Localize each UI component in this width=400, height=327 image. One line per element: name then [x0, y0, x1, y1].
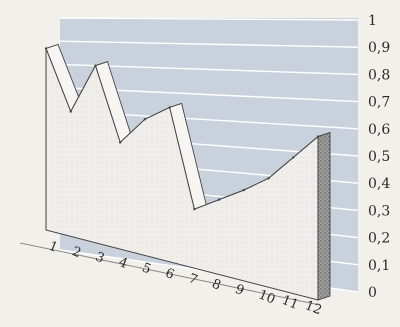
y-tick-label: 0,2 [368, 231, 390, 247]
y-tick-label: 0,6 [368, 122, 390, 138]
x-tick-label: 8 [210, 277, 223, 294]
data-point [118, 141, 122, 144]
y-tick-label: 0,4 [368, 176, 390, 192]
data-point [316, 135, 320, 138]
data-point [242, 188, 246, 192]
x-tick-label: 10 [256, 287, 277, 307]
data-point [292, 156, 295, 159]
data-point [193, 207, 196, 211]
x-tick-label: 6 [163, 266, 176, 283]
y-axis-ticks: 0 0,1 0,2 0,3 0,4 0,5 0,6 0,7 0,8 0,9 1 [368, 13, 390, 301]
y-tick-label: 0,3 [368, 203, 390, 219]
area-end-cap [317, 131, 331, 301]
data-point [168, 106, 171, 109]
x-tick-label: 9 [233, 282, 246, 299]
x-tick-label: 11 [280, 293, 301, 313]
x-axis-line [19, 242, 321, 306]
data-point [267, 177, 270, 180]
y-tick-label: 0,7 [368, 95, 390, 111]
y-tick-label: 0 [368, 285, 377, 301]
gridline [59, 40, 359, 48]
gridline [59, 63, 359, 76]
y-tick-label: 1 [368, 13, 377, 29]
data-point [69, 110, 72, 113]
x-tick-label: 12 [303, 298, 324, 318]
y-tick-label: 0,8 [368, 67, 390, 83]
x-tick-label: 1 [47, 239, 60, 256]
data-point [94, 64, 97, 67]
gridline [59, 17, 359, 21]
x-tick-label: 5 [140, 260, 153, 277]
data-point [44, 47, 48, 50]
data-point [217, 198, 221, 201]
area-series [44, 43, 331, 301]
y-tick-label: 0,1 [368, 258, 390, 274]
y-tick-label: 0,9 [368, 40, 390, 56]
y-tick-label: 0,5 [368, 149, 390, 165]
data-point [143, 118, 147, 121]
